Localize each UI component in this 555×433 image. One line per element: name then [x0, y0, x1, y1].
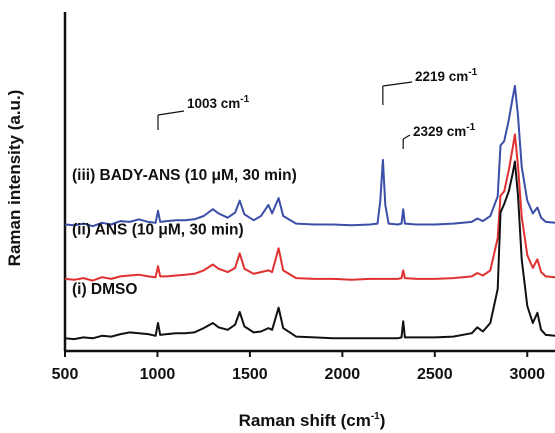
x-tick-label-3000: 3000: [509, 366, 545, 383]
x-axis-title: Raman shift (cm-1): [239, 411, 386, 430]
series-label-2: (i) DMSO: [72, 281, 137, 298]
series-lines: [64, 84, 555, 341]
peak-annotation-1: 2219 cm-1: [415, 67, 478, 84]
peak-annotation-leader-1: [382, 81, 413, 87]
axes: 500 1000 1500 2000 2500 3000: [52, 12, 555, 383]
series-label-0: (iii) BADY-ANS (10 μM, 30 min): [72, 167, 297, 184]
peak-annotation-2: 2329 cm-1: [413, 122, 476, 139]
x-tick-label-1000: 1000: [140, 366, 176, 383]
peak-annotation-leader-2: [402, 134, 411, 140]
x-tick-label-1500: 1500: [232, 366, 268, 383]
series-label-1: (ii) ANS (10 μM, 30 min): [72, 222, 244, 239]
peak-annotations: 1003 cm-1 2219 cm-1 2329 cm-1: [157, 67, 478, 149]
series-line-2: [64, 160, 555, 341]
x-axis-title-end: ): [380, 411, 386, 430]
peak-annotation-0: 1003 cm-1: [187, 94, 250, 111]
series-line-1: [64, 133, 555, 282]
x-tick-label-2500: 2500: [417, 366, 453, 383]
x-axis-title-main: Raman shift (cm: [239, 411, 371, 430]
x-tick-label-500: 500: [52, 366, 79, 383]
x-axis-title-sup: -1: [371, 411, 380, 422]
series-labels: (iii) BADY-ANS (10 μM, 30 min) (ii) ANS (…: [72, 167, 297, 298]
series-line-0: [64, 84, 555, 228]
x-tick-label-2000: 2000: [325, 366, 361, 383]
y-axis-title: Raman intensity (a.u.): [5, 90, 24, 267]
peak-annotation-leader-0: [157, 110, 185, 116]
